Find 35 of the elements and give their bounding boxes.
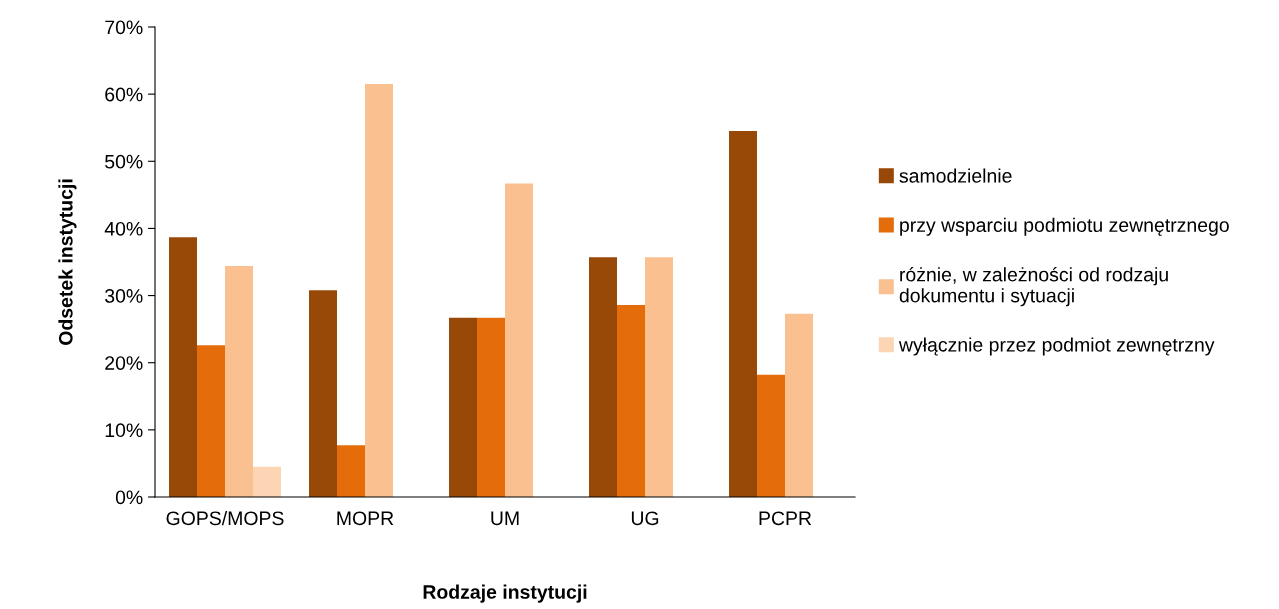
bar — [197, 345, 225, 497]
x-axis-title: Rodzaje instytucji — [423, 584, 587, 603]
x-tick-label: GOPS/MOPS — [166, 510, 284, 526]
bar — [365, 84, 393, 497]
y-tick-label: 40% — [104, 221, 143, 236]
bar — [757, 374, 785, 497]
bar — [449, 317, 477, 497]
x-tick-label: UM — [491, 511, 519, 526]
y-tick-label: 70% — [105, 20, 143, 35]
x-tick-label: MOPR — [337, 511, 394, 526]
bar — [337, 445, 365, 497]
bar — [589, 257, 617, 497]
bar — [785, 313, 813, 497]
legend-label: różnie, w zależności od rodzaju dokumentu i sytuacji — [899, 266, 1168, 307]
y-tick-label: 10% — [105, 423, 143, 438]
bar — [309, 290, 337, 497]
legend-label: wyłącznie przez podmiot zewnętrzny — [898, 337, 1215, 356]
legend-label: samodzielnie — [899, 168, 1012, 183]
bar — [169, 237, 197, 497]
x-tick-label: UG — [631, 511, 659, 526]
y-tick-label: 60% — [105, 87, 143, 102]
bar — [617, 304, 645, 497]
y-tick-label: 0% — [115, 490, 143, 505]
y-axis-title: Odsetek instytucji — [58, 179, 77, 345]
bar — [729, 131, 757, 497]
bar — [477, 317, 505, 497]
x-tick-label: PCPR — [759, 511, 812, 526]
bar — [225, 266, 253, 497]
y-tick-label: 50% — [105, 154, 143, 169]
bar — [505, 183, 533, 497]
bar — [253, 466, 281, 497]
y-tick-label: 30% — [105, 289, 143, 303]
legend-label: przy wsparciu podmiotu zewnętrznego — [900, 217, 1229, 236]
bar — [645, 257, 673, 497]
y-tick-label: 20% — [105, 356, 143, 370]
